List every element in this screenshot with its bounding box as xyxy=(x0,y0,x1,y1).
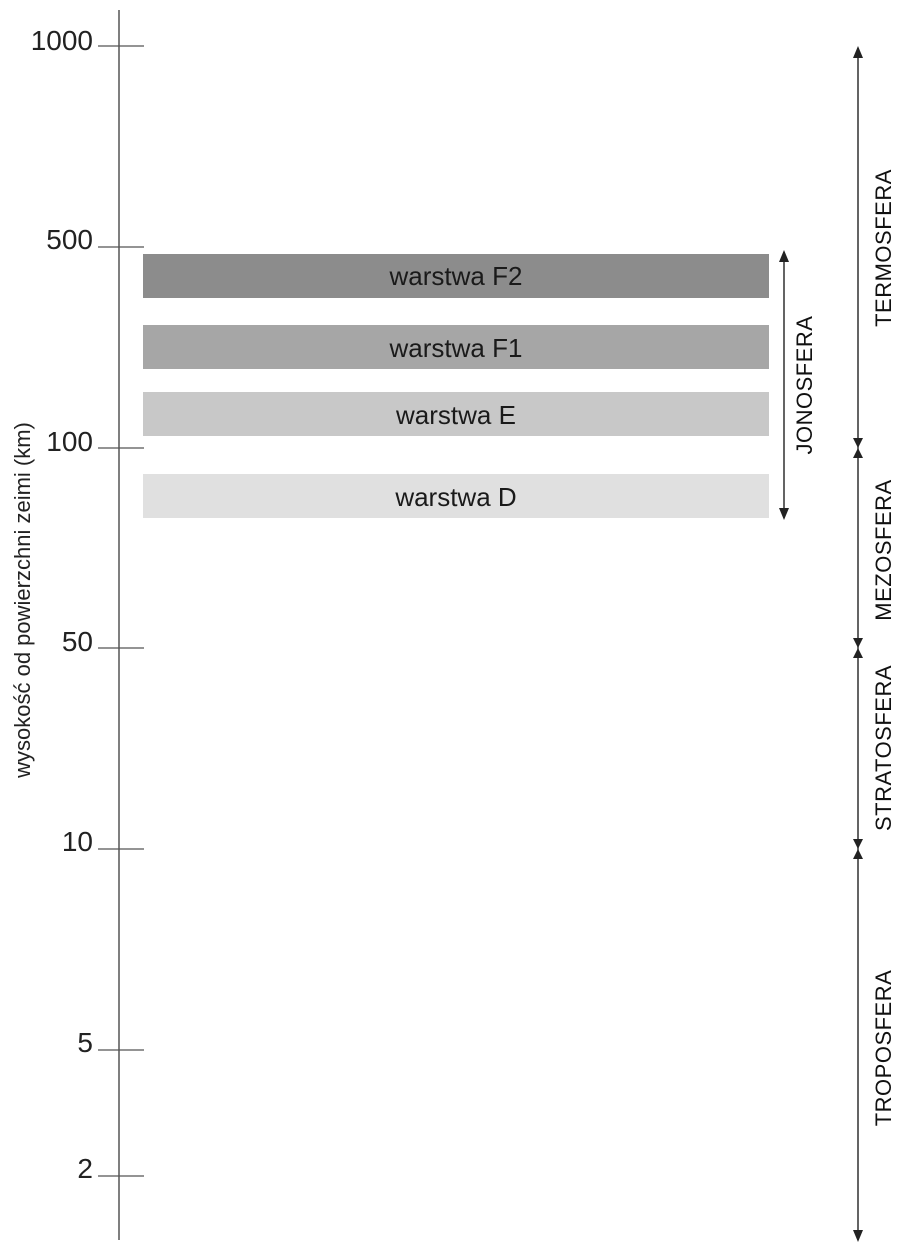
layer-band xyxy=(143,254,769,298)
tick-label: 500 xyxy=(46,224,93,255)
ionosphere-label: JONOSFERA xyxy=(792,316,817,455)
tick-label: 2 xyxy=(77,1153,93,1184)
layer-band xyxy=(143,392,769,436)
layer-f2: warstwa F2 xyxy=(143,254,769,298)
layer-band xyxy=(143,325,769,369)
layer-label: warstwa D xyxy=(394,482,516,512)
region-label-stratosfera: STRATOSFERA xyxy=(871,665,896,831)
arrow-head-down-icon xyxy=(779,508,789,520)
tick-label: 100 xyxy=(46,426,93,457)
region-label-mezosfera: MEZOSFERA xyxy=(871,479,896,620)
layer-band xyxy=(143,474,769,518)
tick-5: 5 xyxy=(77,1027,144,1058)
tick-10: 10 xyxy=(62,826,144,857)
arrow-head-up-icon xyxy=(853,46,863,58)
tick-label: 5 xyxy=(77,1027,93,1058)
tick-1000: 1000 xyxy=(31,25,144,56)
boundary-marker-icon xyxy=(853,839,863,859)
region-label-troposfera: TROPOSFERA xyxy=(871,970,896,1127)
tick-label: 50 xyxy=(62,626,93,657)
arrow-head-down-icon xyxy=(853,1230,863,1242)
altitude-axis-label: wysokość od powierzchni zeimi (km) xyxy=(10,422,35,779)
boundary-marker-icon xyxy=(853,438,863,458)
tick-50: 50 xyxy=(62,626,144,657)
ionosphere-arrow xyxy=(779,250,789,520)
region-label-termosfera: TERMOSFERA xyxy=(871,169,896,327)
tick-100: 100 xyxy=(46,426,144,457)
layer-label: warstwa E xyxy=(395,400,516,430)
layer-label: warstwa F1 xyxy=(389,333,523,363)
layer-f1: warstwa F1 xyxy=(143,325,769,369)
tick-label: 10 xyxy=(62,826,93,857)
tick-500: 500 xyxy=(46,224,144,255)
layer-d: warstwa D xyxy=(143,474,769,518)
tick-label: 1000 xyxy=(31,25,93,56)
boundary-marker-icon xyxy=(853,638,863,658)
layer-e: warstwa E xyxy=(143,392,769,436)
region-arrows xyxy=(853,46,863,1242)
layer-label: warstwa F2 xyxy=(389,261,523,291)
tick-2: 2 xyxy=(77,1153,144,1184)
arrow-head-up-icon xyxy=(779,250,789,262)
